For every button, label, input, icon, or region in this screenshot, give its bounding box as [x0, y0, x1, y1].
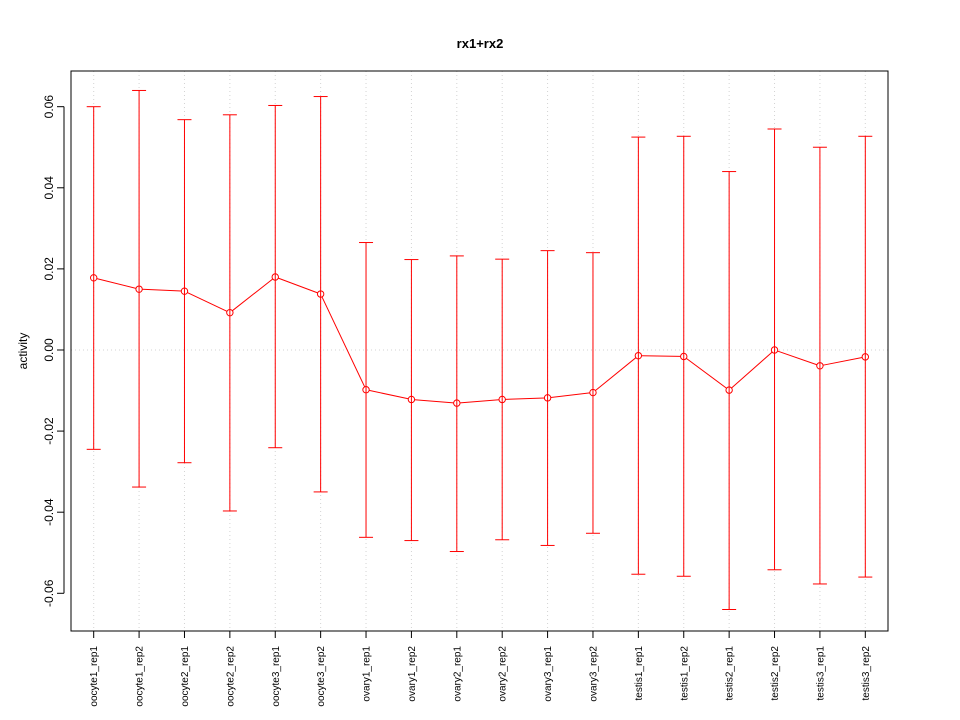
series-segment [686, 357, 727, 389]
data-point [498, 395, 506, 404]
data-point [226, 308, 234, 317]
x-tick-label: oocyte2_rep1 [180, 646, 191, 707]
y-tick-label: 0.04 [42, 176, 56, 200]
y-axis-label: activity [16, 333, 30, 370]
data-point [816, 362, 824, 370]
x-tick-label: testis3_rep2 [861, 646, 872, 701]
data-point [316, 290, 325, 298]
series-segment [459, 399, 500, 404]
x-tick-label: ovary2_rep2 [498, 646, 509, 702]
data-point [453, 399, 461, 407]
series-segment [187, 292, 228, 312]
x-axis: oocyte1_rep1 oocyte1_rep2 oocyte2_rep1 oocy… [89, 630, 872, 707]
x-tick-label: oocyte3_rep1 [271, 646, 282, 707]
x-tick-label: ovary3_rep1 [543, 646, 554, 702]
series-segment [641, 355, 681, 357]
series-segment [505, 397, 545, 400]
grid-lines [71, 71, 888, 631]
x-tick-label: ovary3_rep2 [588, 646, 599, 702]
series-segment [414, 399, 454, 404]
x-tick-label: ovary2_rep1 [452, 646, 463, 702]
y-tick-label: 0.06 [42, 95, 56, 119]
y-tick-label: 0.02 [42, 257, 56, 281]
data-point [407, 395, 416, 404]
series-segment [822, 357, 863, 366]
data-point [271, 273, 279, 281]
data-point [135, 285, 143, 293]
data-point [725, 386, 733, 394]
series-segment [369, 389, 409, 400]
x-tick-label: ovary1_rep1 [362, 646, 373, 702]
x-tick-label: oocyte1_rep2 [135, 646, 146, 707]
plot-frame [70, 70, 889, 632]
series-segment [96, 278, 137, 289]
series-segment [321, 296, 366, 388]
y-tick-label: -0.04 [42, 498, 56, 526]
x-tick-label: oocyte3_rep2 [316, 646, 327, 707]
chart-title: rx1+rx2 [457, 36, 504, 51]
y-axis: -0.06 -0.04 -0.02 0.00 0.02 0.04 0.06 [42, 95, 65, 607]
data-point [180, 287, 189, 295]
y-tick-label: -0.06 [42, 579, 56, 607]
data-point [770, 346, 779, 354]
x-tick-label: testis2_rep1 [725, 646, 736, 701]
x-tick-label: testis2_rep2 [770, 646, 781, 701]
series-segment [278, 277, 318, 294]
data-point [861, 353, 870, 361]
x-tick-label: testis1_rep2 [679, 646, 690, 701]
series-segment [232, 278, 274, 312]
data-point [589, 388, 597, 397]
data-point [543, 394, 552, 402]
x-tick-label: testis1_rep1 [634, 646, 645, 701]
x-tick-label: oocyte2_rep2 [225, 646, 236, 707]
x-tick-label: testis3_rep1 [815, 646, 826, 701]
x-tick-label: ovary1_rep2 [407, 646, 418, 702]
series-line [89, 273, 870, 407]
data-point [680, 352, 688, 361]
series-segment [595, 357, 637, 391]
data-point [634, 351, 643, 360]
series-segment [731, 351, 773, 389]
data-point [89, 274, 98, 282]
series-segment [777, 350, 818, 366]
data-point [362, 386, 370, 394]
x-tick-label: oocyte1_rep1 [89, 646, 100, 707]
error-bars [86, 89, 873, 611]
y-tick-label: 0.00 [42, 338, 56, 362]
series-segment [142, 288, 182, 292]
y-tick-label: -0.02 [42, 417, 56, 445]
series-segment [550, 392, 590, 398]
